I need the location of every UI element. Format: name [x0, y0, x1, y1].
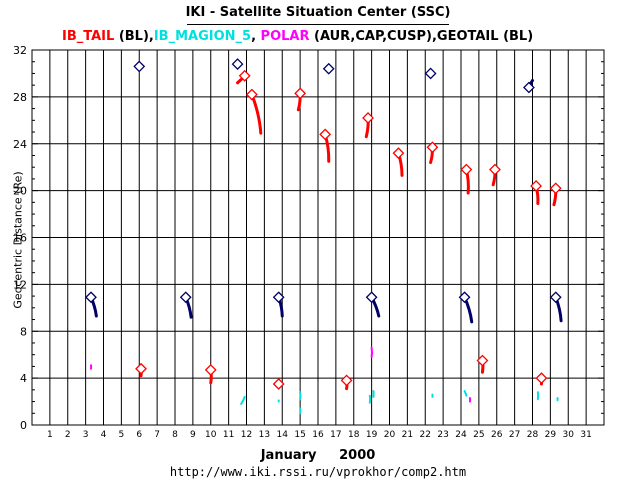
- start-marker: [294, 87, 307, 100]
- x-tick-label: 26: [491, 430, 503, 440]
- start-marker: [231, 58, 244, 70]
- x-axis-label-text: January 2000: [260, 448, 376, 463]
- legend-entry-4: POLAR: [260, 29, 310, 44]
- y-tick-label: 20: [13, 185, 27, 198]
- legend-entry-3: ,: [251, 29, 261, 44]
- start-marker: [426, 141, 439, 154]
- series-ib-magion-5: [240, 390, 559, 415]
- start-marker: [549, 182, 562, 195]
- start-marker: [135, 362, 147, 375]
- legend-entry-0: IB_TAIL: [62, 29, 115, 44]
- start-marker: [85, 291, 97, 304]
- x-tick-label: 18: [348, 430, 360, 440]
- plot-frame: [31, 49, 605, 426]
- x-tick-label: 31: [580, 430, 591, 440]
- start-marker: [179, 291, 192, 304]
- source-url[interactable]: http://www.iki.rssi.ru/vprokhor/comp2.ht…: [169, 465, 467, 479]
- trajectory-segment: [463, 390, 468, 397]
- start-marker: [460, 163, 473, 176]
- x-tick-label: 27: [509, 430, 520, 440]
- trajectory-segment: [240, 395, 246, 405]
- x-tick-label: 11: [223, 430, 234, 440]
- series-ib-tail: [135, 69, 562, 391]
- legend: IB_TAIL (BL),IB_MAGION_5, POLAR (AUR,CAP…: [62, 29, 533, 44]
- x-tick-label: 16: [312, 430, 324, 440]
- legend-entry-5: (AUR,CAP,CUSP),GEOTAIL (BL): [309, 29, 534, 44]
- start-marker: [245, 88, 258, 101]
- x-tick-label: 2: [65, 430, 71, 440]
- x-tick-label: 1: [47, 430, 53, 440]
- start-marker: [523, 81, 535, 94]
- start-marker: [535, 372, 548, 385]
- x-tick-label: 15: [294, 430, 305, 440]
- start-marker: [204, 364, 217, 376]
- y-tick-label: 12: [13, 278, 27, 291]
- start-marker: [549, 291, 562, 304]
- y-tick-label: 28: [13, 91, 27, 104]
- x-tick-label: 9: [190, 430, 196, 440]
- y-tick-label: 32: [13, 44, 27, 57]
- start-marker: [340, 374, 353, 387]
- x-tick-label: 5: [119, 430, 125, 440]
- tick-labels: 1 2 3 4 5 6 7 8 9 10 11 12 13 14 15 16 17 18 19 20 21 22 23 24 2…: [13, 44, 592, 440]
- legend-entry-1: (BL),: [114, 29, 154, 44]
- start-marker: [319, 128, 332, 141]
- x-tick-label: 4: [101, 430, 107, 440]
- legend-entry-2: IB_MAGION_5: [153, 29, 252, 44]
- start-marker: [530, 180, 542, 192]
- start-marker: [458, 291, 471, 304]
- x-tick-label: 24: [455, 430, 467, 440]
- x-tick-label: 12: [241, 430, 252, 440]
- start-marker: [392, 147, 405, 160]
- trajectory-segment: [250, 93, 263, 135]
- title-underline: [187, 24, 449, 25]
- x-tick-label: 28: [527, 430, 539, 440]
- x-tick-label: 23: [437, 430, 448, 440]
- y-tick-label: 0: [20, 419, 27, 432]
- y-tick-label: 8: [20, 325, 27, 338]
- axes: [31, 49, 605, 426]
- grid-lines: [32, 49, 604, 426]
- x-tick-label: 25: [473, 430, 484, 440]
- x-tick-label: 7: [154, 430, 160, 440]
- x-tick-label: 6: [136, 430, 142, 440]
- y-tick-label: 4: [20, 372, 27, 385]
- x-axis-label: January 2000: [0, 448, 636, 463]
- x-tick-label: 29: [545, 430, 557, 440]
- start-marker: [272, 378, 285, 390]
- start-marker: [365, 291, 378, 304]
- y-tick-label: 16: [13, 232, 27, 245]
- start-marker: [476, 354, 489, 367]
- x-tick-label: 30: [563, 430, 575, 440]
- x-tick-label: 3: [83, 430, 89, 440]
- y-axis-label: Geocentric Distance (Re): [11, 171, 25, 309]
- start-marker: [362, 112, 374, 124]
- y-tick-label: 24: [13, 138, 27, 151]
- start-marker: [133, 60, 146, 73]
- x-tick-label: 19: [366, 430, 378, 440]
- start-marker: [424, 67, 437, 80]
- x-tick-label: 21: [402, 430, 413, 440]
- x-tick-label: 20: [384, 430, 396, 440]
- series-polar: [89, 346, 472, 403]
- x-tick-label: 17: [330, 430, 341, 440]
- chart-title: IKI - Satellite Situation Center (SSC): [185, 5, 451, 20]
- x-tick-label: 14: [277, 430, 289, 440]
- x-tick-label: 10: [205, 430, 217, 440]
- x-tick-label: 13: [259, 430, 270, 440]
- start-marker: [322, 62, 335, 75]
- x-tick-label: 22: [420, 430, 431, 440]
- start-marker: [238, 69, 251, 82]
- x-tick-label: 8: [172, 430, 178, 440]
- data-layer: [85, 58, 563, 415]
- start-marker: [489, 163, 501, 176]
- start-marker: [272, 291, 285, 304]
- series-geotail: [85, 58, 563, 324]
